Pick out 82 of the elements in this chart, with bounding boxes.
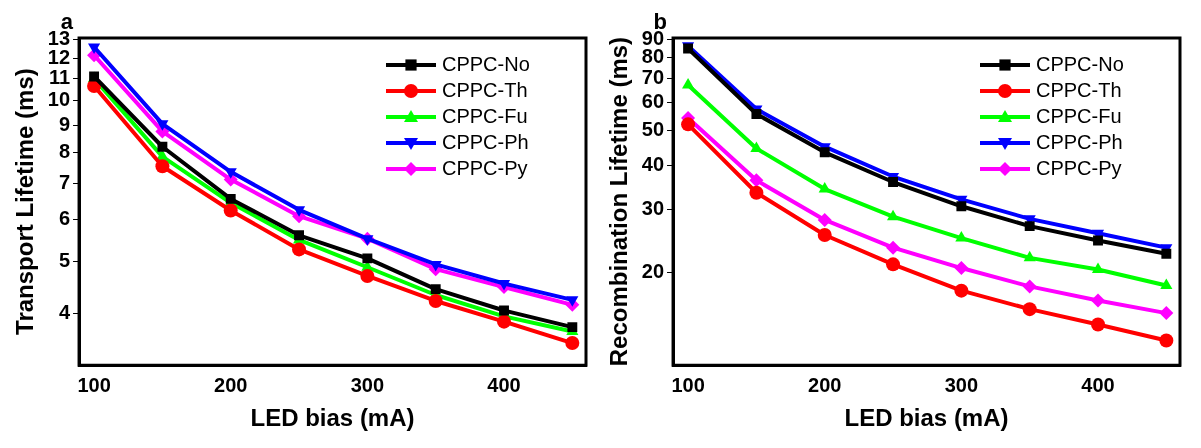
point xyxy=(565,336,580,351)
x-tick-label: 300 xyxy=(944,373,979,396)
point xyxy=(497,314,512,329)
y-tick-label: 8 xyxy=(58,140,71,162)
point xyxy=(292,242,307,257)
point xyxy=(888,177,898,187)
x-tick-label: 100 xyxy=(671,373,705,396)
y-tick-label: 70 xyxy=(641,66,665,89)
y-tick-label: 12 xyxy=(47,45,71,68)
point xyxy=(1093,235,1103,246)
point xyxy=(1023,250,1036,262)
point xyxy=(1161,248,1172,259)
point xyxy=(428,293,443,308)
point xyxy=(430,284,441,295)
legend-label: CPPC-Ph xyxy=(1036,130,1123,153)
point xyxy=(1091,293,1106,308)
y-tick-label: 80 xyxy=(641,45,665,68)
x-tick-label: 400 xyxy=(1081,373,1115,396)
y-tick-label: 11 xyxy=(48,66,71,89)
point xyxy=(157,141,168,152)
legend-label: CPPC-Py xyxy=(1036,156,1122,179)
legend-label: CPPC-No xyxy=(442,52,530,75)
point xyxy=(819,147,830,158)
point xyxy=(292,206,306,217)
x-tick-label: 400 xyxy=(487,373,521,396)
y-tick-label: 6 xyxy=(58,206,71,229)
legend-label: CPPC-Ph xyxy=(442,130,529,153)
x-axis-title: LED bias (mA) xyxy=(844,404,1009,432)
y-tick-label: 5 xyxy=(58,249,71,272)
point xyxy=(886,240,901,255)
legend-label: CPPC-Th xyxy=(442,78,528,101)
point xyxy=(751,109,762,119)
point xyxy=(497,279,511,291)
y-tick-label: 7 xyxy=(58,171,71,193)
legend-label: CPPC-Fu xyxy=(1036,104,1122,127)
point xyxy=(954,283,969,298)
point xyxy=(886,209,900,221)
point xyxy=(362,253,373,264)
point xyxy=(817,228,832,242)
legend-label: CPPC-No xyxy=(1036,52,1124,75)
point xyxy=(155,159,170,174)
y-tick-label: 50 xyxy=(641,118,665,141)
point xyxy=(566,296,579,307)
point xyxy=(1022,302,1037,317)
y-tick-label: 30 xyxy=(641,197,665,220)
x-tick-label: 200 xyxy=(214,373,248,396)
point xyxy=(1159,306,1174,321)
point xyxy=(360,268,375,283)
point xyxy=(886,257,901,272)
x-tick-label: 200 xyxy=(808,373,842,396)
point xyxy=(1091,317,1106,332)
point xyxy=(156,120,169,131)
y-axis-title: Transport Lifetime (ms) xyxy=(11,68,39,335)
point xyxy=(1024,221,1035,232)
y-axis-title: Recombination Lifetime (ms) xyxy=(605,36,633,367)
point xyxy=(681,117,696,132)
y-tick-label: 10 xyxy=(47,88,71,111)
point xyxy=(749,185,764,200)
y-tick-label: 9 xyxy=(58,112,71,135)
point xyxy=(955,231,968,242)
legend-label: CPPC-Py xyxy=(442,156,528,179)
point xyxy=(224,168,237,179)
x-tick-label: 300 xyxy=(350,373,385,396)
x-tick-label: 100 xyxy=(77,373,111,396)
y-tick-label: 40 xyxy=(641,152,665,175)
legend-label: CPPC-Fu xyxy=(442,104,528,127)
x-axis-title: LED bias (mA) xyxy=(250,404,415,432)
point xyxy=(954,261,969,276)
point xyxy=(1159,333,1174,348)
point xyxy=(499,305,509,316)
point xyxy=(223,203,238,218)
point xyxy=(1160,278,1173,290)
legend-label: CPPC-Th xyxy=(1036,78,1122,101)
y-tick-label: 4 xyxy=(58,300,71,323)
point xyxy=(88,43,101,55)
point xyxy=(817,212,832,227)
y-tick-label: 60 xyxy=(641,90,665,113)
point xyxy=(1091,262,1105,274)
point xyxy=(749,173,764,188)
y-tick-label: 20 xyxy=(641,260,665,283)
point xyxy=(1022,279,1037,294)
point xyxy=(956,201,967,212)
